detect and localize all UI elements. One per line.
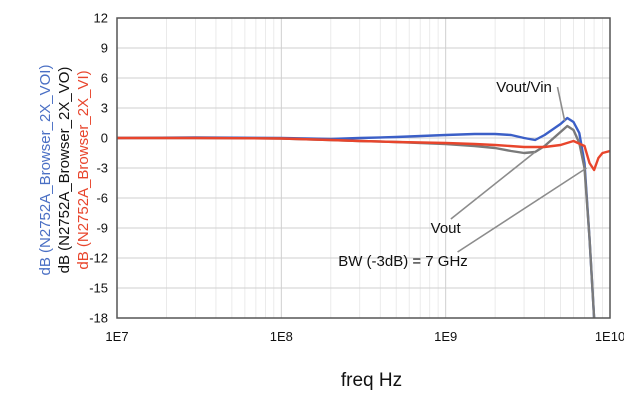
x-tick-label: 1E7: [105, 329, 128, 344]
y-axis-label-line: dB (N2752A_Browser_2X_VO): [56, 67, 73, 274]
series-line: [117, 136, 610, 172]
grid: [116, 17, 611, 319]
y-tick-label: 9: [101, 41, 108, 56]
y-tick-label: -12: [89, 251, 108, 266]
y-tick-label: -3: [96, 161, 108, 176]
x-tick-labels: 1E7 1E8 1E9 1E10: [105, 329, 624, 344]
y-tick-label: -18: [89, 311, 108, 326]
annotation-leader-line: [556, 86, 566, 122]
x-tick-label: 1E8: [270, 329, 293, 344]
x-tick-label: 1E9: [434, 329, 457, 344]
plot-area: [116, 17, 611, 319]
annotation-label: BW (-3dB) = 7 GHz: [338, 253, 468, 270]
y-tick-label: 0: [101, 131, 108, 146]
x-tick-label: 1E10: [595, 329, 624, 344]
data-series: [117, 116, 610, 318]
series-line: [117, 124, 596, 318]
annotation-leader-line: [450, 151, 536, 220]
y-tick-label: 3: [101, 101, 108, 116]
annotation-label: Vout/Vin: [496, 79, 552, 96]
y-axis-label: dB (N2752A_Browser_2X_VOI) dB (N2752A_Bro…: [37, 65, 92, 276]
y-tick-label: 6: [101, 71, 108, 86]
y-tick-label: 12: [94, 11, 108, 26]
annotation-leader-line: [457, 167, 587, 253]
x-axis-label: freq Hz: [341, 370, 402, 391]
series-line: [117, 116, 596, 318]
annotation-label: Vout: [431, 220, 462, 237]
y-tick-label: -9: [96, 221, 108, 236]
y-axis-label-line: dB (N2752A_Browser_2X_VOI): [37, 65, 54, 276]
y-tick-labels: 12 9 6 3 0 -3 -6 -9 -12 -15 -18: [89, 11, 108, 326]
y-tick-label: -6: [96, 191, 108, 206]
y-axis-label-line: dB (N2752A_Browser_2X_VI): [75, 70, 92, 269]
y-tick-label: -15: [89, 281, 108, 296]
annotations: Vout/Vin Vout BW (-3dB) = 7 GHz: [338, 79, 587, 270]
